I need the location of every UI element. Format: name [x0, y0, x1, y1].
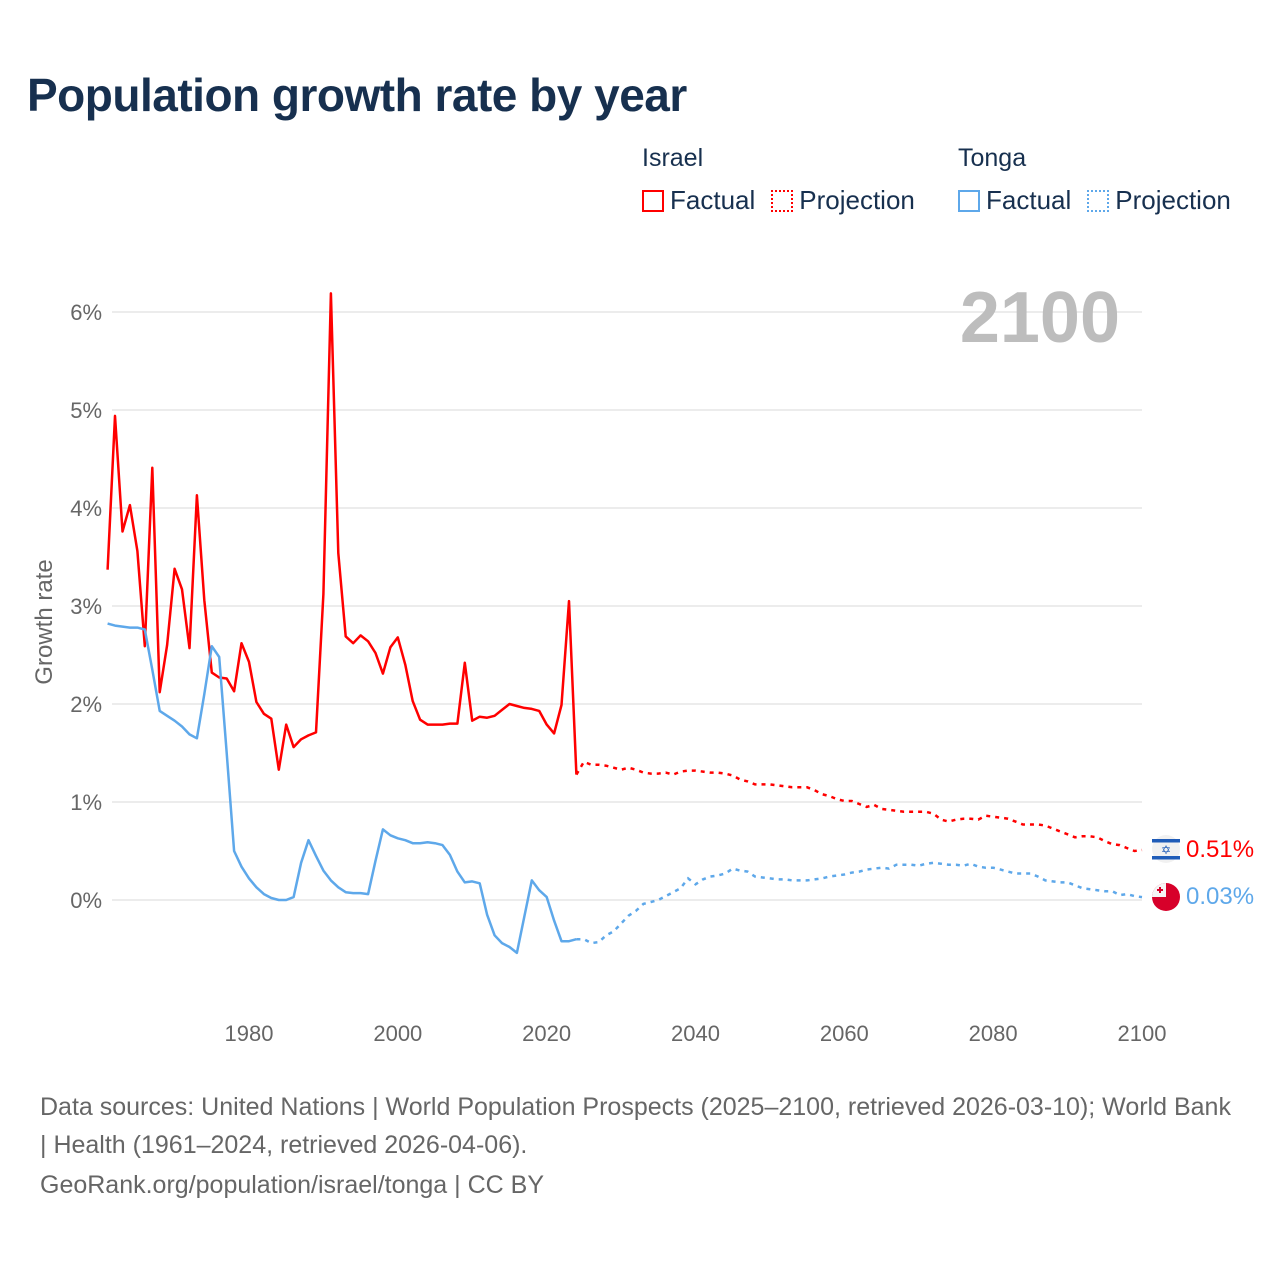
x-tick-label: 1980 [225, 1021, 274, 1046]
dotted-swatch-icon [1087, 189, 1110, 212]
solid-swatch-icon [958, 189, 980, 212]
y-tick-label: 6% [70, 300, 102, 325]
y-tick-label: 0% [70, 888, 102, 913]
svg-text:✡: ✡ [1161, 843, 1171, 857]
x-tick-label: 2060 [820, 1021, 869, 1046]
israel-flag-icon: ✡ [1152, 835, 1180, 863]
legend-israel-factual[interactable]: Factual [642, 185, 755, 216]
tonga-end-value: 0.03% [1186, 883, 1254, 910]
tonga-flag-icon [1152, 883, 1180, 911]
israel-end-value: 0.51% [1186, 836, 1254, 863]
year-watermark: 2100 [960, 278, 1120, 358]
legend-country-name: Israel [642, 144, 704, 172]
x-tick-label: 2080 [969, 1021, 1018, 1046]
tonga-projection-line [576, 861, 1143, 945]
legend-country-name: Tonga [958, 144, 1027, 172]
x-tick-label: 2020 [522, 1021, 571, 1046]
x-tick-label: 2000 [373, 1021, 422, 1046]
legend-label: Factual [986, 185, 1072, 215]
legend-tonga-projection[interactable]: Projection [1087, 185, 1231, 216]
data-sources: Data sources: United Nations | World Pop… [40, 1093, 1231, 1159]
legend-group-israel: Israel Factual Projection [642, 144, 915, 216]
y-tick-label: 4% [70, 496, 102, 521]
y-tick-label: 2% [70, 692, 102, 717]
y-tick-label: 1% [70, 790, 102, 815]
x-tick-label: 2040 [671, 1021, 720, 1046]
x-tick-label: 2100 [1118, 1021, 1167, 1046]
chart-title: Population growth rate by year [27, 69, 687, 121]
y-axis-label: Growth rate [31, 559, 58, 684]
footer: Data sources: United Nations | World Pop… [40, 1088, 1240, 1204]
tonga-factual-line [107, 622, 577, 955]
y-tick-label: 3% [70, 594, 102, 619]
solid-swatch-icon [642, 189, 664, 212]
legend-label: Projection [799, 185, 915, 215]
legend-tonga-factual[interactable]: Factual [958, 185, 1071, 216]
legend-group-tonga: Tonga Factual Projection [958, 144, 1231, 216]
y-tick-label: 5% [70, 398, 102, 423]
legend-label: Projection [1115, 185, 1231, 215]
israel-factual-line [106, 292, 578, 775]
credit-link[interactable]: GeoRank.org/population/israel/tonga | CC… [40, 1171, 545, 1199]
dotted-swatch-icon [771, 189, 794, 212]
israel-projection-line [575, 760, 1143, 853]
legend-label: Factual [670, 185, 756, 215]
legend-israel-projection[interactable]: Projection [771, 185, 915, 216]
